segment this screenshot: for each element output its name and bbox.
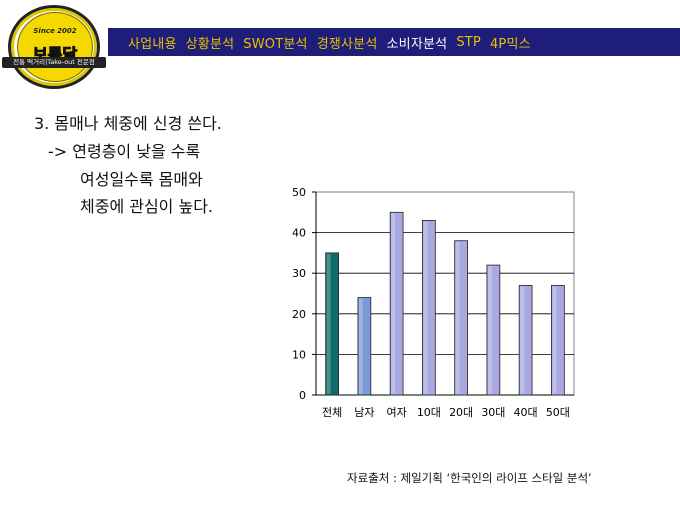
x-tick-label: 40대: [514, 406, 538, 419]
nav-item[interactable]: 상황분석: [185, 36, 235, 52]
bar-highlight: [487, 266, 492, 394]
logo-emblem: Since 2002 보름달: [17, 12, 93, 82]
logo-since: Since 2002: [33, 27, 77, 35]
x-tick-label: 남자: [354, 406, 374, 419]
bar-highlight: [423, 221, 428, 394]
body-line-3: 체중에 관심이 높다.: [80, 197, 214, 216]
bar-highlight: [520, 286, 525, 394]
body-line-1: -> 연령층이 낮을 수록: [48, 142, 201, 161]
bar: [486, 264, 501, 396]
nav-item[interactable]: 사업내용: [128, 36, 177, 52]
y-tick-label: 20: [292, 308, 306, 321]
bar: [422, 220, 436, 396]
nav-item[interactable]: STP: [456, 34, 481, 50]
source-note: 자료출처 : 제일기획 ‘한국인의 라이프 스타일 분석’: [347, 471, 592, 485]
bar-highlight: [358, 298, 363, 394]
bar: [454, 240, 468, 396]
bar: [325, 252, 339, 396]
x-tick-label: 50대: [546, 406, 570, 419]
bar-highlight: [326, 253, 331, 394]
nav-menu: 사업내용 상황분석 SWOT분석 경쟁사분석 소비자분석 STP 4P믹스: [128, 29, 540, 55]
slide-heading: 3. 몸매나 체중에 신경 쓴다.: [34, 114, 222, 133]
nav-item[interactable]: 4P믹스: [489, 36, 531, 52]
x-tick-label: 20대: [449, 406, 473, 419]
nav-item[interactable]: 소비자분석: [386, 36, 448, 52]
x-tick-label: 10대: [417, 406, 441, 419]
bar-highlight: [552, 286, 557, 394]
body-line-2: 여성일수록 몸매와: [80, 170, 203, 189]
bar-highlight: [391, 213, 396, 394]
y-tick-label: 30: [292, 267, 306, 280]
y-tick-label: 0: [299, 389, 306, 402]
x-tick-label: 30대: [481, 406, 505, 419]
nav-item[interactable]: SWOT분석: [243, 36, 308, 52]
y-tick-label: 10: [292, 348, 306, 361]
bar: [389, 211, 404, 396]
x-tick-label: 전체: [322, 406, 342, 419]
bar: [518, 284, 533, 396]
logo-tagline: 전통 떡거리|Take-out 전문점: [2, 57, 106, 68]
plot-area: [315, 191, 575, 396]
y-tick-label: 50: [292, 186, 306, 199]
nav-item[interactable]: 경쟁사분석: [316, 36, 378, 52]
logo: Since 2002 보름달: [8, 5, 100, 89]
bar-chart: 0 10 20 30 40 50 전체 남자 여자 10대 20대 30대 40대 50대: [292, 186, 575, 419]
y-tick-label: 40: [292, 227, 306, 240]
x-tick-label: 여자: [387, 406, 407, 419]
bar: [551, 284, 565, 396]
nav-bar: [108, 28, 680, 56]
bar: [357, 297, 372, 396]
bar-highlight: [455, 241, 460, 394]
